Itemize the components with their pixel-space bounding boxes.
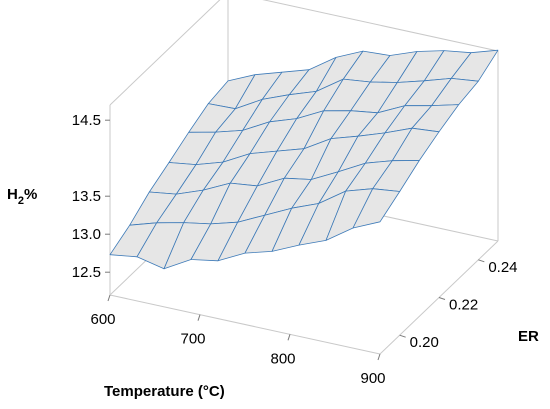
box-edge bbox=[109, 294, 381, 355]
x-tick-label: 700 bbox=[180, 331, 205, 348]
x-tick-label: 800 bbox=[270, 350, 295, 367]
x-tick-mark bbox=[107, 294, 111, 302]
z-axis-title-subscript: 2 bbox=[18, 195, 24, 207]
x-tick-label: 900 bbox=[360, 370, 385, 387]
box-edge bbox=[109, 0, 221, 106]
z-tick-label: 13.0 bbox=[72, 226, 101, 243]
box-edge bbox=[262, 0, 499, 52]
y-tick-label: 0.22 bbox=[449, 297, 478, 314]
y-tick-mark bbox=[438, 297, 446, 300]
y-tick-mark bbox=[478, 259, 485, 263]
x-axis-title: Temperature (°C) bbox=[104, 383, 225, 400]
surface-cell bbox=[352, 188, 401, 229]
y-tick-label: 0.24 bbox=[488, 259, 517, 276]
x-tick-mark bbox=[197, 314, 201, 321]
response-surface bbox=[109, 49, 499, 270]
y-tick-label: 0.20 bbox=[410, 334, 439, 351]
z-axis-title: H2% bbox=[7, 186, 37, 207]
z-tick-label: 12.5 bbox=[72, 264, 101, 281]
y-tick-mark bbox=[399, 334, 406, 338]
axis-ticks: 12.5 13.0 13.5 14.5 600 700 800 900 0.20 0.22 0.24 bbox=[72, 112, 518, 387]
x-tick-mark bbox=[377, 353, 381, 361]
x-tick-label: 600 bbox=[90, 311, 115, 328]
x-tick-mark bbox=[287, 334, 291, 341]
y-axis-title: ER bbox=[518, 328, 539, 345]
z-tick-label: 14.5 bbox=[72, 112, 101, 129]
z-tick-label: 13.5 bbox=[72, 188, 101, 205]
